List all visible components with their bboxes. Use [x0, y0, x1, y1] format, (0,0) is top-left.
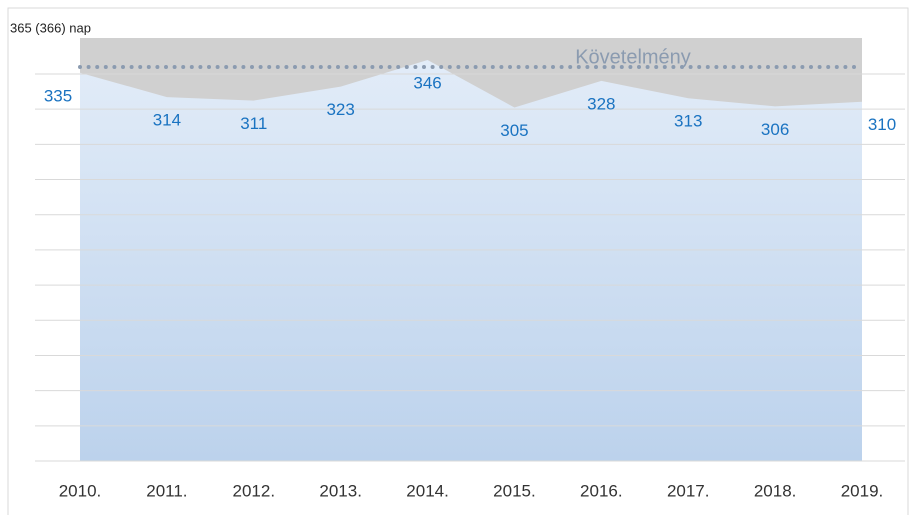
- x-tick-label: 2019.: [841, 481, 884, 500]
- data-label: 313: [674, 112, 702, 131]
- x-tick-label: 2014.: [406, 481, 449, 500]
- data-label: 314: [153, 111, 181, 130]
- data-label: 311: [240, 114, 267, 133]
- data-label: 323: [326, 100, 354, 119]
- x-tick-label: 2013.: [319, 481, 362, 500]
- data-label: 305: [500, 121, 528, 140]
- x-tick-label: 2015.: [493, 481, 536, 500]
- requirement-label: Követelmény: [575, 46, 691, 68]
- data-label: 346: [413, 74, 441, 93]
- x-tick-label: 2010.: [59, 481, 102, 500]
- x-tick-label: 2016.: [580, 481, 623, 500]
- data-label: 328: [587, 94, 615, 113]
- data-label: 335: [44, 86, 72, 105]
- x-tick-label: 2018.: [754, 481, 797, 500]
- x-tick-label: 2017.: [667, 481, 710, 500]
- x-tick-label: 2011.: [146, 481, 187, 500]
- frame: [7, 7, 909, 515]
- area: [80, 60, 862, 462]
- data-label: 310: [868, 115, 896, 134]
- y-axis-label: 365 (366) nap: [10, 20, 91, 35]
- x-tick-label: 2012.: [233, 481, 276, 500]
- data-label: 306: [761, 120, 789, 139]
